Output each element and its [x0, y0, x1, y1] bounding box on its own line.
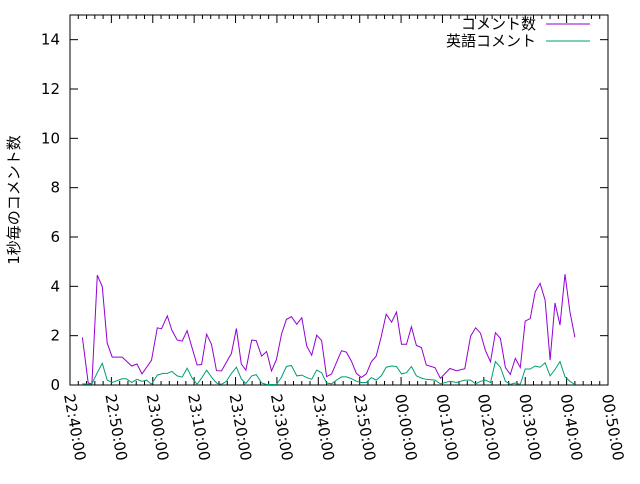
x-tick-label: 23:30:00: [267, 393, 296, 462]
x-tick-label: 00:50:00: [598, 393, 627, 462]
legend-label: コメント数: [461, 15, 536, 33]
legend-label: 英語コメント: [446, 32, 536, 50]
y-tick-label: 6: [50, 228, 60, 246]
x-tick-label: 22:50:00: [101, 393, 130, 462]
axes: 0 2 4 6 8 10 12 14 22:40:00 22:50:00 23:00:00 23:10…: [41, 14, 627, 462]
x-tick-label: 23:50:00: [350, 393, 379, 462]
y-tick-label: 2: [50, 327, 60, 345]
x-tick-label: 23:00:00: [143, 393, 172, 462]
y-tick-label: 12: [41, 80, 60, 98]
plot-border: [69, 14, 609, 386]
y-tick-label: 0: [50, 376, 60, 394]
x-tick-label: 00:40:00: [557, 393, 586, 462]
y-axis-label: 1秒毎のコメント数: [5, 135, 23, 265]
series-line-1: [81, 274, 576, 385]
x-tick-label: 22:40:00: [60, 393, 89, 462]
x-tick-label: 00:10:00: [433, 393, 462, 462]
x-tick-label: 23:40:00: [308, 393, 337, 462]
x-tick-label: 23:10:00: [184, 393, 213, 462]
series-group: [81, 274, 576, 386]
x-tick-label: 00:20:00: [474, 393, 503, 462]
x-tick-label: 23:20:00: [226, 393, 255, 462]
y-tick-label: 14: [41, 31, 60, 49]
y-tick-label: 8: [50, 179, 60, 197]
y-tick-label: 10: [41, 129, 60, 147]
x-tick-label: 00:00:00: [391, 393, 420, 462]
series-line-2: [82, 360, 576, 386]
x-tick-label: 00:30:00: [515, 393, 544, 462]
y-tick-label: 4: [50, 277, 60, 295]
